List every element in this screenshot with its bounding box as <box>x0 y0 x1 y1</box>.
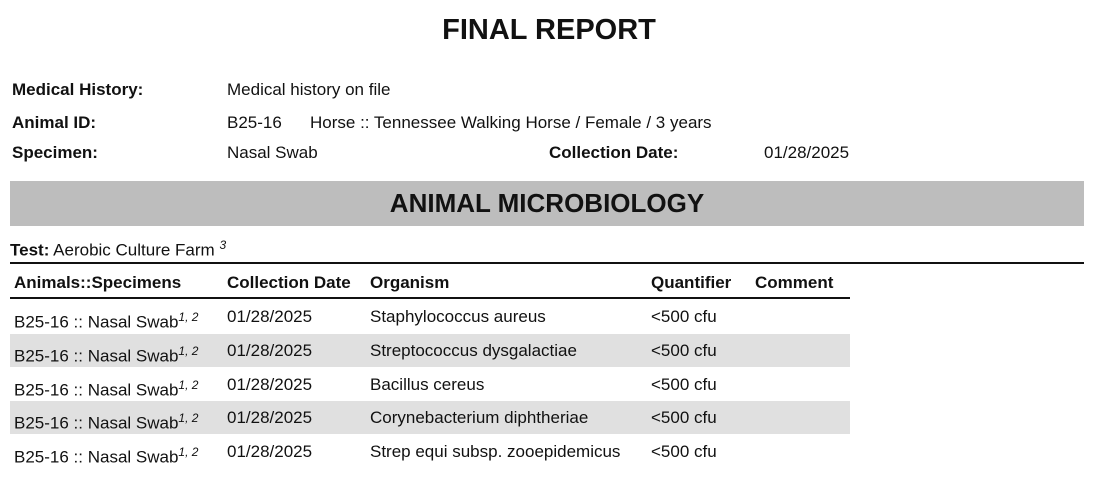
field-value: Horse :: Tennessee Walking Horse / Femal… <box>310 113 712 132</box>
table-cell: B25-16 :: Nasal Swab1, 2 <box>14 307 198 333</box>
table-cell: Strep equi subsp. zooepidemicus <box>370 442 621 462</box>
table-cell: B25-16 :: Nasal Swab1, 2 <box>14 442 198 468</box>
table-cell: 01/28/2025 <box>227 307 313 326</box>
specimen-note: 1, 2 <box>178 377 199 392</box>
field-value: Nasal Swab <box>227 143 318 162</box>
divider <box>10 262 1084 264</box>
table-cell: <500 cfu <box>651 340 717 360</box>
table-cell: B25-16 :: Nasal Swab1, 2 <box>14 408 198 434</box>
specimen-note: 1, 2 <box>178 343 199 358</box>
test-note: 3 <box>219 238 227 252</box>
table-cell: 01/28/2025 <box>227 340 313 360</box>
specimen-text: B25-16 :: Nasal Swab <box>14 312 179 332</box>
field-label: Animal ID: <box>12 113 97 132</box>
specimen-note: 1, 2 <box>178 310 199 324</box>
column-header: Comment <box>755 273 834 292</box>
specimen-text: B25-16 :: Nasal Swab <box>14 346 179 366</box>
field-value: Medical history on file <box>227 80 391 99</box>
table-cell: <500 cfu <box>651 408 717 428</box>
column-header: Organism <box>370 273 450 292</box>
column-header: Collection Date <box>227 273 351 292</box>
field-value: 01/28/2025 <box>764 143 850 162</box>
specimen-text: B25-16 :: Nasal Swab <box>14 414 179 434</box>
row-background <box>10 333 850 367</box>
table-cell: B25-16 :: Nasal Swab1, 2 <box>14 375 198 401</box>
header-rule <box>10 297 850 299</box>
field-label: Medical History: <box>12 80 144 99</box>
report-title: FINAL REPORT <box>442 14 656 46</box>
row-background <box>10 401 850 435</box>
table-cell: <500 cfu <box>651 307 717 326</box>
section-band: ANIMAL MICROBIOLOGY <box>10 181 1084 226</box>
table-cell: Corynebacterium diphtheriae <box>370 408 589 428</box>
table-cell: <500 cfu <box>651 442 717 462</box>
specimen-text: B25-16 :: Nasal Swab <box>14 447 179 467</box>
table-cell: B25-16 :: Nasal Swab1, 2 <box>14 341 198 367</box>
table-cell: 01/28/2025 <box>227 408 313 428</box>
specimen-note: 1, 2 <box>178 445 199 460</box>
field-value: B25-16 <box>227 113 282 132</box>
table-cell: <500 cfu <box>651 374 717 394</box>
test-label: Test: <box>10 240 50 260</box>
specimen-text: B25-16 :: Nasal Swab <box>14 380 179 400</box>
table-cell: Bacillus cereus <box>370 374 485 394</box>
table-cell: Staphylococcus aureus <box>370 307 546 326</box>
section-title: ANIMAL MICROBIOLOGY <box>389 188 705 218</box>
field-label: Collection Date: <box>549 143 679 162</box>
table-cell: 01/28/2025 <box>227 374 313 394</box>
specimen-note: 1, 2 <box>178 411 199 426</box>
field-label: Specimen: <box>12 143 98 162</box>
table-cell: Streptococcus dysgalactiae <box>370 340 577 360</box>
test-line: Test: Aerobic Culture Farm 3 <box>10 235 226 261</box>
table-cell: 01/28/2025 <box>227 442 313 462</box>
column-header: Animals::Specimens <box>14 273 182 292</box>
test-value: Aerobic Culture Farm <box>53 240 215 260</box>
column-header: Quantifier <box>651 273 732 292</box>
